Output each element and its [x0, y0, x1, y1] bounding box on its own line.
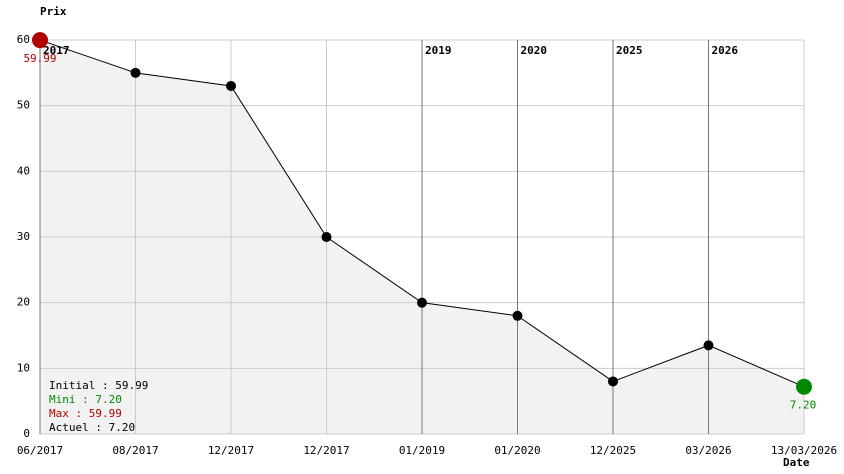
y-tick-label: 30 [17, 230, 30, 243]
x-tick-label: 13/03/2026 [771, 444, 837, 457]
year-marker-label: 2020 [521, 44, 548, 57]
year-marker-label: 2017 [43, 44, 70, 57]
x-tick-label: 12/2017 [303, 444, 349, 457]
data-point [130, 67, 141, 78]
stat-line: Actuel : 7.20 [49, 421, 135, 434]
y-tick-label: 0 [23, 427, 30, 440]
x-tick-label: 12/2025 [590, 444, 636, 457]
data-point [703, 340, 714, 351]
year-marker-label: 2019 [425, 44, 452, 57]
y-axis-title: Prix [40, 5, 67, 18]
data-point [608, 376, 618, 387]
x-tick-label: 06/2017 [17, 444, 63, 457]
y-tick-label: 60 [17, 33, 30, 46]
y-tick-label: 10 [17, 361, 30, 374]
x-tick-label: 01/2019 [399, 444, 445, 457]
x-tick-label: 01/2020 [494, 444, 540, 457]
x-tick-label: 08/2017 [112, 444, 158, 457]
data-point [226, 80, 236, 91]
value-label: 7.20 [790, 399, 817, 412]
x-axis-title: Date [783, 456, 810, 469]
stat-line: Initial : 59.99 [49, 379, 148, 392]
data-point [321, 232, 332, 242]
value-label: 59.99 [23, 52, 56, 65]
stat-line: Mini : 7.20 [49, 393, 122, 406]
data-point [512, 310, 523, 321]
x-tick-label: 03/2026 [685, 444, 731, 457]
data-point [417, 297, 427, 308]
data-point [32, 32, 48, 49]
data-point [796, 378, 812, 395]
y-tick-label: 40 [17, 164, 30, 177]
year-marker-label: 2026 [712, 44, 739, 57]
y-tick-label: 50 [17, 99, 30, 112]
y-tick-label: 20 [17, 296, 30, 309]
year-marker-label: 2025 [616, 44, 643, 57]
stat-line: Max : 59.99 [49, 407, 122, 420]
x-tick-label: 12/2017 [208, 444, 254, 457]
